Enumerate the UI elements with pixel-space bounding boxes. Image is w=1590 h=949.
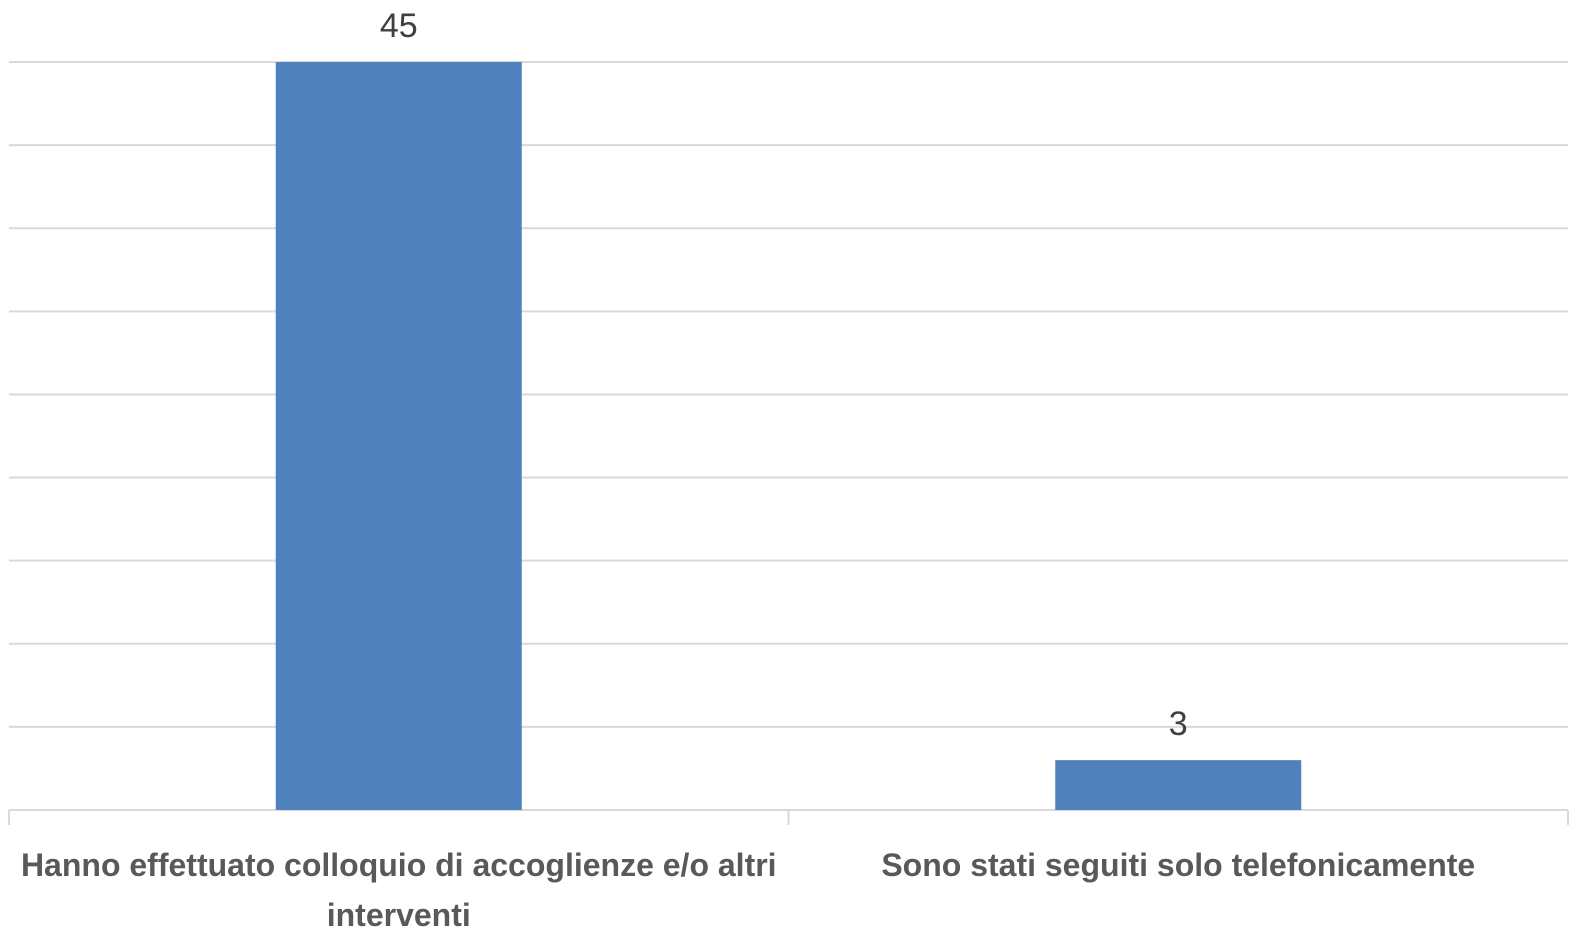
x-tick-label: Sono stati seguiti solo telefonicamente (881, 847, 1476, 883)
bar (275, 62, 522, 810)
x-tick-label: Hanno effettuato colloquio di accoglienz… (20, 847, 777, 933)
bar (1055, 760, 1302, 810)
data-label: 45 (380, 7, 418, 45)
data-label: 3 (1169, 705, 1188, 743)
